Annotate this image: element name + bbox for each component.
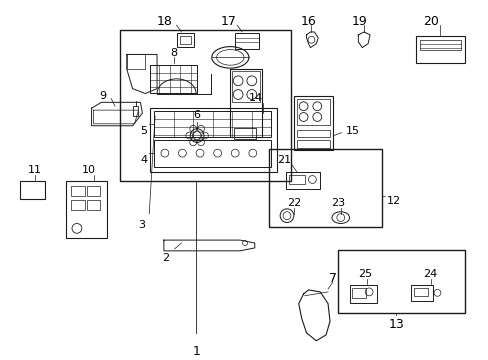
Bar <box>20 181 44 199</box>
Bar <box>71 200 84 210</box>
Text: 24: 24 <box>423 269 437 279</box>
Bar <box>410 285 432 301</box>
Bar <box>86 186 100 196</box>
Text: 21: 21 <box>276 155 290 165</box>
Bar <box>66 181 107 238</box>
Text: 18: 18 <box>157 15 172 28</box>
Bar <box>154 140 271 167</box>
Bar <box>71 186 84 196</box>
Text: 19: 19 <box>351 15 366 28</box>
Bar <box>234 128 255 139</box>
Text: 9: 9 <box>100 91 107 100</box>
Text: 1: 1 <box>192 345 200 357</box>
Bar <box>132 106 138 116</box>
Bar <box>419 40 460 50</box>
Bar <box>413 288 427 296</box>
Text: 12: 12 <box>386 196 400 206</box>
Text: 5: 5 <box>140 126 147 136</box>
Bar <box>176 33 194 47</box>
Bar <box>232 71 259 102</box>
Bar <box>415 36 464 63</box>
Text: 10: 10 <box>81 165 96 175</box>
Bar <box>352 288 366 298</box>
Bar <box>337 250 464 313</box>
Text: 2: 2 <box>162 253 169 263</box>
Text: 14: 14 <box>248 93 262 103</box>
Text: 16: 16 <box>300 15 316 28</box>
Bar <box>285 172 320 189</box>
Text: 11: 11 <box>28 165 42 175</box>
Text: 6: 6 <box>193 110 200 120</box>
Bar <box>230 69 261 138</box>
Bar <box>296 99 329 125</box>
Text: 7: 7 <box>328 272 336 285</box>
Text: 20: 20 <box>422 15 438 28</box>
Bar <box>296 130 329 138</box>
Bar <box>150 65 197 93</box>
Bar <box>235 33 258 49</box>
Bar <box>288 175 304 184</box>
Text: 17: 17 <box>220 15 236 28</box>
Bar <box>150 108 277 172</box>
Bar <box>179 36 191 44</box>
Text: 8: 8 <box>170 48 177 58</box>
Text: 13: 13 <box>388 318 404 331</box>
Bar <box>154 111 271 138</box>
Text: 4: 4 <box>140 155 147 165</box>
Bar <box>86 200 100 210</box>
Text: 23: 23 <box>330 198 344 208</box>
Bar <box>269 149 381 228</box>
Bar <box>349 285 376 303</box>
Text: 25: 25 <box>357 269 371 279</box>
Text: 15: 15 <box>345 126 359 136</box>
Bar <box>293 96 332 150</box>
Bar <box>120 30 290 181</box>
Bar <box>296 140 329 148</box>
Text: 22: 22 <box>286 198 300 208</box>
Text: 3: 3 <box>138 220 145 230</box>
